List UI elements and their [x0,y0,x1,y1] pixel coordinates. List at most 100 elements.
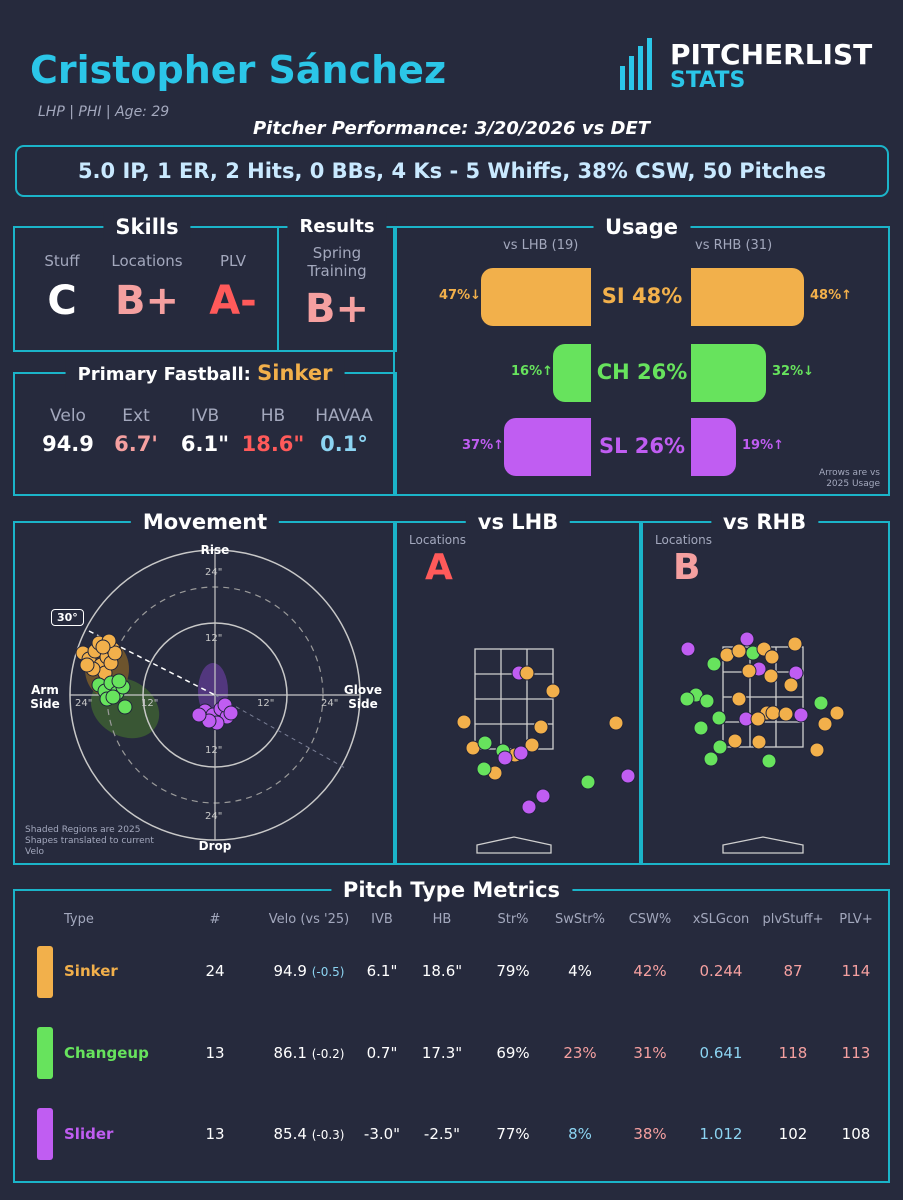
fastball-title: Primary Fastball: [77,364,251,385]
pitcherlist-logo: PITCHERLIST STATS [618,38,888,94]
row-velo-value: 94.9 [273,962,307,980]
row-plv: 113 [841,1044,871,1062]
usage-title: Usage [593,212,690,242]
usage-pct-rhb-sinker: 48%↑ [810,288,853,303]
ext-value: 6.7' [114,432,158,456]
usage-pct-lhb-sinker: 47%↓ [439,288,482,303]
vs-lhb-plot [456,648,636,854]
sinker-dot [751,734,767,750]
sinker-dot [765,705,781,721]
row-plv: 114 [841,962,871,980]
header-type: Type [64,912,94,927]
row-str: 77% [496,1125,530,1143]
movement-title: Movement [130,507,280,537]
changeup-dot [117,699,133,715]
header-count: # [209,912,221,927]
slider-dot [620,768,636,784]
ext-label: Ext [122,406,150,426]
usage-label-changeup: CH 26% [596,360,688,384]
changeup-dot [476,761,492,777]
player-info: LHP | PHI | Age: 29 [38,104,170,120]
skills-panel: Skills Stuff C Locations B+ PLV A- [13,212,279,352]
row-csw: 42% [633,962,667,980]
logo-top-text: PITCHERLIST [670,38,873,71]
sinker-dot [817,716,833,732]
slider-dot [521,799,537,815]
row-velo-value: 85.4 [273,1125,307,1143]
changeup-dot [712,739,728,755]
ivb-label: IVB [190,406,220,426]
usage-note-line1: Arrows are vs [818,468,880,478]
row-plvstuff: 87 [783,962,803,980]
home-plate-lhb [476,836,552,854]
ring-label-top-12: 12" [205,633,223,644]
player-name: Cristopher Sánchez [30,48,447,92]
vs-rhb-grade: B [673,547,701,588]
header-velo: Velo (vs '25) [268,912,350,927]
ring-label-bottom-12: 12" [205,745,223,756]
ring-label-left-24: 24" [75,698,93,709]
row-swstr: 23% [563,1044,597,1062]
usage-bar-lhb-slider [504,418,591,476]
usage-bar-lhb-sinker [481,268,591,326]
usage-bar-lhb-changeup [553,344,591,402]
plv-label: PLV [219,252,246,270]
vs-lhb-grade: A [425,547,453,588]
arm-angle-line [88,630,216,696]
vs-lhb-locations-label: Locations [409,533,467,547]
row-velo: 85.4 (-0.3) [254,1125,364,1143]
performance-title: Pitcher Performance: 3/20/2026 vs DET [252,118,651,139]
header-str: Str% [497,912,529,927]
logo-bottom-text: STATS [670,68,746,93]
row-str: 69% [496,1044,530,1062]
slider-dot [739,631,755,647]
usage-label-sinker: SI 48% [601,284,683,308]
havaa-value: 0.1° [320,432,368,456]
sinker-dot [783,677,799,693]
changeup-dot [477,735,493,751]
sinker-dot [829,705,845,721]
sinker-dot [764,649,780,665]
slider-swatch [37,1108,53,1160]
vs-rhb-title: vs RHB [710,507,819,537]
fastball-panel: Primary Fastball: Sinker Velo 94.9 Ext 6… [13,358,397,496]
usage-note: Arrows are vs 2025 Usage [819,468,880,490]
ring-label-bottom-24: 24" [205,811,223,822]
slider-dot [535,788,551,804]
rise-label: Rise [200,543,230,557]
changeup-dot [703,751,719,767]
row-velo: 86.1 (-0.2) [254,1044,364,1062]
header-xslg: xSLGcon [692,912,750,927]
changeup-dot [711,710,727,726]
row-swstr: 4% [568,962,592,980]
movement-panel: Movement Rise Drop Arm Side Glove Side 2… [13,507,397,865]
drop-label: Drop [198,839,232,853]
arm-side-label: Arm Side [30,683,60,711]
row-hb: 17.3" [421,1044,463,1062]
changeup-dot [105,689,121,705]
results-grade: B+ [304,286,369,332]
sinker-dot [731,643,747,659]
sinker-dot [545,683,561,699]
changeup-dot [580,774,596,790]
header-hb: HB [432,912,452,927]
movement-note: Shaded Regions are 2025 Shapes translate… [25,825,154,857]
metrics-panel: Pitch Type Metrics [13,875,890,1183]
row-type: Sinker [64,962,118,980]
slider-dot [680,641,696,657]
locations-label: Locations [111,252,183,270]
slider-dot [223,705,239,721]
sinker-dot [763,668,779,684]
ivb-value: 6.1" [180,432,230,456]
usage-bar-rhb-sinker [691,268,804,326]
row-velo-diff: (-0.5) [311,965,345,979]
changeup-dot [679,691,695,707]
header-swstr: SwStr% [555,912,605,927]
slider-dot [191,707,207,723]
sinker-dot [787,636,803,652]
hb-value: 18.6" [241,432,305,456]
sinker-dot [533,719,549,735]
changeup-dot [761,753,777,769]
sinker-dot [750,711,766,727]
velo-label: Velo [50,406,86,426]
